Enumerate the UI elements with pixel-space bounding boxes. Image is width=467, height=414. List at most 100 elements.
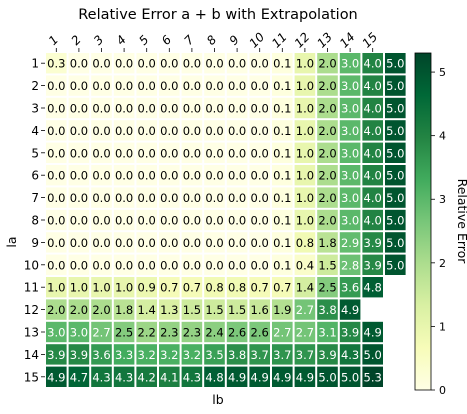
cell-value-label: 2.0 bbox=[318, 79, 336, 93]
cell-value-label: 1.0 bbox=[296, 79, 314, 93]
heatmap-cell bbox=[181, 254, 203, 275]
heatmap-cell bbox=[339, 366, 361, 387]
heatmap-cell bbox=[113, 142, 135, 163]
cell-value-label: 4.0 bbox=[364, 191, 382, 205]
heatmap-cell bbox=[385, 120, 406, 141]
heatmap-cell bbox=[317, 299, 338, 320]
cell-value-label: 0.3 bbox=[47, 57, 65, 71]
heatmap-cell bbox=[46, 209, 67, 231]
cell-value-label: 5.3 bbox=[364, 370, 382, 384]
heatmap-cell bbox=[226, 165, 248, 186]
cell-value-label: 0.0 bbox=[47, 214, 65, 228]
y-tick-label: 13 bbox=[24, 326, 39, 340]
cell-value-label: 0.0 bbox=[70, 102, 88, 116]
cell-value-label: 3.9 bbox=[364, 236, 382, 250]
cell-value-label: 1.0 bbox=[296, 102, 314, 116]
heatmap-cell bbox=[317, 75, 338, 96]
heatmap-cell bbox=[204, 321, 225, 343]
y-tick-label: 8 bbox=[31, 214, 39, 228]
heatmap-cell bbox=[46, 366, 67, 387]
cell-value-label: 0.0 bbox=[251, 191, 269, 205]
heatmap-cell bbox=[68, 299, 90, 320]
cell-value-label: 3.0 bbox=[341, 102, 359, 116]
heatmap-cell bbox=[294, 344, 316, 365]
cell-value-label: 0.0 bbox=[47, 102, 65, 116]
heatmap-cell bbox=[226, 366, 248, 387]
heatmap-cell bbox=[68, 344, 90, 365]
heatmap-cell bbox=[339, 53, 361, 74]
heatmap-cell bbox=[204, 120, 225, 141]
cell-value-label: 0.0 bbox=[115, 236, 133, 250]
heatmap-cell bbox=[91, 120, 112, 141]
heatmap-cell bbox=[272, 75, 293, 96]
heatmap-cell bbox=[113, 187, 135, 208]
heatmap-cell bbox=[249, 344, 270, 365]
heatmap-cell bbox=[159, 209, 180, 231]
heatmap-cell bbox=[362, 254, 383, 275]
heatmap-cell bbox=[91, 299, 112, 320]
x-tick-label: 11 bbox=[269, 30, 290, 51]
colorbar bbox=[414, 52, 432, 391]
cell-value-label: 3.5 bbox=[205, 348, 223, 362]
heatmap-cell bbox=[113, 120, 135, 141]
heatmap-cell bbox=[294, 120, 316, 141]
heatmap-cell bbox=[91, 321, 112, 343]
cell-value-label: 0.0 bbox=[205, 124, 223, 138]
heatmap-cell bbox=[113, 254, 135, 275]
heatmap-cell bbox=[91, 254, 112, 275]
cell-value-label: 0.0 bbox=[251, 146, 269, 160]
heatmap-cell bbox=[249, 232, 270, 253]
cell-value-label: 0.0 bbox=[160, 57, 178, 71]
heatmap-cell bbox=[91, 232, 112, 253]
cell-value-label: 0.0 bbox=[160, 146, 178, 160]
cell-value-label: 0.0 bbox=[228, 102, 246, 116]
heatmap-cell bbox=[317, 165, 338, 186]
cell-value-label: 3.9 bbox=[70, 348, 88, 362]
heatmap-cell bbox=[272, 344, 293, 365]
heatmap-cell bbox=[46, 120, 67, 141]
heatmap-cell bbox=[272, 142, 293, 163]
heatmap-cell bbox=[136, 142, 157, 163]
cell-value-label: 2.2 bbox=[138, 326, 156, 340]
heatmap-cell bbox=[339, 299, 361, 320]
cell-value-label: 2.5 bbox=[115, 326, 133, 340]
heatmap-cell bbox=[181, 321, 203, 343]
cell-value-label: 4.0 bbox=[364, 169, 382, 183]
heatmap-cell bbox=[136, 75, 157, 96]
heatmap-cell bbox=[249, 75, 270, 96]
cell-value-label: 2.3 bbox=[160, 326, 178, 340]
heatmap-cell bbox=[91, 165, 112, 186]
heatmap-cell bbox=[339, 254, 361, 275]
cell-value-label: 0.0 bbox=[205, 258, 223, 272]
heatmap-cell bbox=[339, 120, 361, 141]
cell-value-label: 0.8 bbox=[296, 236, 314, 250]
cell-value-label: 0.0 bbox=[138, 169, 156, 183]
cell-value-label: 2.6 bbox=[228, 326, 246, 340]
heatmap-cell bbox=[339, 277, 361, 298]
cell-value-label: 0.7 bbox=[160, 281, 178, 295]
cell-value-label: 5.0 bbox=[386, 258, 404, 272]
cell-value-label: 0.0 bbox=[47, 236, 65, 250]
cell-value-label: 2.3 bbox=[183, 326, 201, 340]
heatmap-cell bbox=[136, 299, 157, 320]
cell-value-label: 0.0 bbox=[183, 146, 201, 160]
cell-value-label: 1.0 bbox=[296, 214, 314, 228]
cell-value-label: 0.1 bbox=[273, 258, 291, 272]
cell-value-label: 4.9 bbox=[47, 370, 65, 384]
heatmap-cell bbox=[272, 187, 293, 208]
heatmap-cell bbox=[294, 254, 316, 275]
cell-value-label: 3.2 bbox=[160, 348, 178, 362]
cell-value-label: 0.0 bbox=[92, 102, 110, 116]
heatmap-cell bbox=[362, 209, 383, 231]
heatmap-cell bbox=[204, 209, 225, 231]
cell-value-label: 1.0 bbox=[47, 281, 65, 295]
cell-value-label: 0.0 bbox=[228, 124, 246, 138]
y-tick-label: 11 bbox=[24, 281, 39, 295]
cell-value-label: 2.7 bbox=[273, 326, 291, 340]
cell-value-label: 5.0 bbox=[364, 348, 382, 362]
colorbar-tick-label: 2 bbox=[439, 257, 446, 270]
cell-value-label: 4.9 bbox=[228, 370, 246, 384]
cell-value-label: 0.0 bbox=[205, 146, 223, 160]
heatmap-cell bbox=[226, 75, 248, 96]
heatmap-cell bbox=[68, 120, 90, 141]
